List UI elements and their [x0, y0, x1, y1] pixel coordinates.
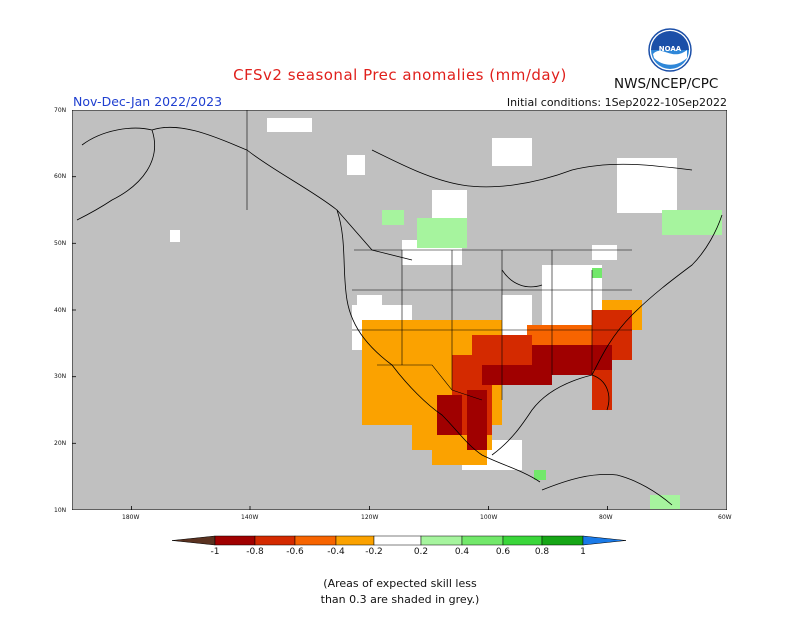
lon-label: 100W	[480, 514, 498, 521]
colorbar-segment	[373, 535, 422, 546]
colorbar-segment	[420, 535, 463, 546]
lat-label: 70N	[54, 107, 67, 114]
logo-text: NOAA	[659, 45, 682, 53]
colorbar-tick: -0.8	[246, 547, 264, 557]
wet-regions	[382, 210, 722, 509]
lon-label: 140W	[241, 514, 259, 521]
skill-note-line2: than 0.3 are shaded in grey.)	[320, 593, 480, 606]
colorbar-segment	[172, 535, 216, 546]
colorbar-segment	[335, 535, 375, 546]
lat-label: 60N	[54, 173, 67, 180]
colorbar	[172, 535, 627, 546]
noaa-logo-icon: NOAA	[648, 28, 692, 72]
colorbar-tick: 1	[580, 547, 586, 557]
colorbar-tick: 0.4	[454, 547, 470, 557]
lat-label: 10N	[54, 507, 67, 514]
colorbar-tick: -1	[210, 547, 220, 557]
colorbar-tick: -0.6	[286, 547, 304, 557]
lat-label: 50N	[54, 240, 67, 247]
colorbar-segment	[294, 535, 337, 546]
colorbar-tick: -0.2	[365, 547, 383, 557]
colorbar-tick: 0.2	[413, 547, 429, 557]
initial-conditions: Initial conditions: 1Sep2022-10Sep2022	[506, 96, 727, 109]
lon-label: 120W	[361, 514, 379, 521]
forecast-period: Nov-Dec-Jan 2022/2023	[73, 94, 223, 109]
colorbar-segment	[461, 535, 504, 546]
skill-note: (Areas of expected skill less than 0.3 a…	[0, 576, 800, 608]
lat-label: 40N	[54, 307, 67, 314]
colorbar-segment	[214, 535, 256, 546]
colorbar-segment	[254, 535, 296, 546]
lat-label: 30N	[54, 373, 67, 380]
chart-title: CFSv2 seasonal Prec anomalies (mm/day)	[233, 66, 567, 84]
political-borders	[246, 110, 632, 401]
forecast-map	[72, 110, 727, 510]
lon-label: 80W	[599, 514, 613, 521]
lat-label: 20N	[54, 440, 67, 447]
dry-regions	[362, 300, 642, 465]
colorbar-segment	[502, 535, 543, 546]
colorbar-tick: 0.6	[495, 547, 511, 557]
lon-label: 180W	[122, 514, 140, 521]
colorbar-segment	[541, 535, 584, 546]
lon-label: 60W	[718, 514, 732, 521]
colorbar-tick: 0.8	[534, 547, 550, 557]
skill-note-line1: (Areas of expected skill less	[323, 577, 477, 590]
axis-ticks	[72, 110, 727, 510]
colorbar-segment	[582, 535, 627, 546]
colorbar-tick: -0.4	[327, 547, 345, 557]
agency-label: NWS/NCEP/CPC	[614, 76, 719, 92]
coastlines	[76, 126, 723, 506]
